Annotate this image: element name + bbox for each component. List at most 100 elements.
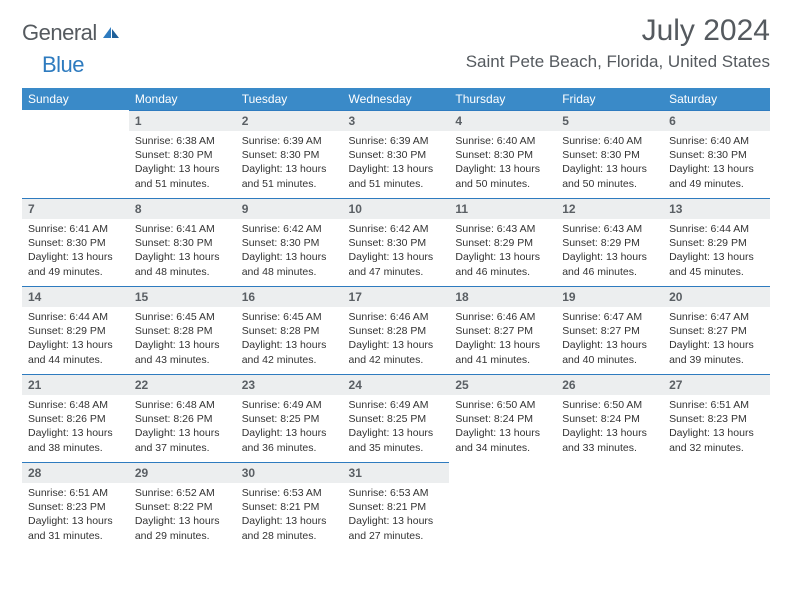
day-details: Sunrise: 6:51 AMSunset: 8:23 PMDaylight:… [22, 483, 129, 549]
day-details: Sunrise: 6:49 AMSunset: 8:25 PMDaylight:… [236, 395, 343, 461]
day-number: 31 [343, 462, 450, 483]
day-number: 14 [22, 286, 129, 307]
day-cell: 31Sunrise: 6:53 AMSunset: 8:21 PMDayligh… [343, 462, 450, 550]
day-cell: 29Sunrise: 6:52 AMSunset: 8:22 PMDayligh… [129, 462, 236, 550]
day-number: 16 [236, 286, 343, 307]
day-details: Sunrise: 6:39 AMSunset: 8:30 PMDaylight:… [343, 131, 450, 197]
calendar-body: 1Sunrise: 6:38 AMSunset: 8:30 PMDaylight… [22, 110, 770, 550]
day-details: Sunrise: 6:43 AMSunset: 8:29 PMDaylight:… [556, 219, 663, 285]
day-details: Sunrise: 6:40 AMSunset: 8:30 PMDaylight:… [556, 131, 663, 197]
day-details: Sunrise: 6:46 AMSunset: 8:28 PMDaylight:… [343, 307, 450, 373]
day-details: Sunrise: 6:48 AMSunset: 8:26 PMDaylight:… [129, 395, 236, 461]
day-number: 6 [663, 110, 770, 131]
empty-cell [663, 462, 770, 550]
logo-word2: Blue [42, 52, 84, 77]
day-details: Sunrise: 6:50 AMSunset: 8:24 PMDaylight:… [449, 395, 556, 461]
weekday-header: Friday [556, 88, 663, 110]
day-details: Sunrise: 6:43 AMSunset: 8:29 PMDaylight:… [449, 219, 556, 285]
empty-cell [556, 462, 663, 550]
day-cell: 18Sunrise: 6:46 AMSunset: 8:27 PMDayligh… [449, 286, 556, 374]
day-cell: 25Sunrise: 6:50 AMSunset: 8:24 PMDayligh… [449, 374, 556, 462]
day-cell: 7Sunrise: 6:41 AMSunset: 8:30 PMDaylight… [22, 198, 129, 286]
day-number: 24 [343, 374, 450, 395]
day-cell: 17Sunrise: 6:46 AMSunset: 8:28 PMDayligh… [343, 286, 450, 374]
weekday-header: Thursday [449, 88, 556, 110]
day-cell: 14Sunrise: 6:44 AMSunset: 8:29 PMDayligh… [22, 286, 129, 374]
day-details: Sunrise: 6:41 AMSunset: 8:30 PMDaylight:… [22, 219, 129, 285]
day-details: Sunrise: 6:50 AMSunset: 8:24 PMDaylight:… [556, 395, 663, 461]
day-number: 27 [663, 374, 770, 395]
day-details: Sunrise: 6:42 AMSunset: 8:30 PMDaylight:… [343, 219, 450, 285]
day-cell: 23Sunrise: 6:49 AMSunset: 8:25 PMDayligh… [236, 374, 343, 462]
day-details: Sunrise: 6:49 AMSunset: 8:25 PMDaylight:… [343, 395, 450, 461]
day-cell: 4Sunrise: 6:40 AMSunset: 8:30 PMDaylight… [449, 110, 556, 198]
day-cell: 10Sunrise: 6:42 AMSunset: 8:30 PMDayligh… [343, 198, 450, 286]
day-cell: 16Sunrise: 6:45 AMSunset: 8:28 PMDayligh… [236, 286, 343, 374]
day-cell: 1Sunrise: 6:38 AMSunset: 8:30 PMDaylight… [129, 110, 236, 198]
day-cell: 19Sunrise: 6:47 AMSunset: 8:27 PMDayligh… [556, 286, 663, 374]
day-cell: 30Sunrise: 6:53 AMSunset: 8:21 PMDayligh… [236, 462, 343, 550]
day-number: 15 [129, 286, 236, 307]
day-cell: 8Sunrise: 6:41 AMSunset: 8:30 PMDaylight… [129, 198, 236, 286]
day-details: Sunrise: 6:40 AMSunset: 8:30 PMDaylight:… [449, 131, 556, 197]
day-number: 29 [129, 462, 236, 483]
day-number: 22 [129, 374, 236, 395]
day-cell: 24Sunrise: 6:49 AMSunset: 8:25 PMDayligh… [343, 374, 450, 462]
empty-cell [449, 462, 556, 550]
day-cell: 28Sunrise: 6:51 AMSunset: 8:23 PMDayligh… [22, 462, 129, 550]
day-details: Sunrise: 6:42 AMSunset: 8:30 PMDaylight:… [236, 219, 343, 285]
weekday-header: Tuesday [236, 88, 343, 110]
day-number: 13 [663, 198, 770, 219]
day-number: 8 [129, 198, 236, 219]
day-cell: 5Sunrise: 6:40 AMSunset: 8:30 PMDaylight… [556, 110, 663, 198]
empty-cell [22, 110, 129, 198]
day-number: 17 [343, 286, 450, 307]
day-details: Sunrise: 6:45 AMSunset: 8:28 PMDaylight:… [236, 307, 343, 373]
day-details: Sunrise: 6:39 AMSunset: 8:30 PMDaylight:… [236, 131, 343, 197]
day-cell: 6Sunrise: 6:40 AMSunset: 8:30 PMDaylight… [663, 110, 770, 198]
day-details: Sunrise: 6:45 AMSunset: 8:28 PMDaylight:… [129, 307, 236, 373]
location-subtitle: Saint Pete Beach, Florida, United States [466, 52, 770, 72]
day-details: Sunrise: 6:40 AMSunset: 8:30 PMDaylight:… [663, 131, 770, 197]
day-details: Sunrise: 6:53 AMSunset: 8:21 PMDaylight:… [343, 483, 450, 549]
day-number: 4 [449, 110, 556, 131]
weekday-header-row: SundayMondayTuesdayWednesdayThursdayFrid… [22, 88, 770, 110]
day-number: 5 [556, 110, 663, 131]
day-cell: 21Sunrise: 6:48 AMSunset: 8:26 PMDayligh… [22, 374, 129, 462]
weekday-header: Monday [129, 88, 236, 110]
day-number: 20 [663, 286, 770, 307]
day-number: 21 [22, 374, 129, 395]
day-details: Sunrise: 6:41 AMSunset: 8:30 PMDaylight:… [129, 219, 236, 285]
day-number: 25 [449, 374, 556, 395]
day-cell: 9Sunrise: 6:42 AMSunset: 8:30 PMDaylight… [236, 198, 343, 286]
day-details: Sunrise: 6:47 AMSunset: 8:27 PMDaylight:… [556, 307, 663, 373]
day-number: 12 [556, 198, 663, 219]
day-details: Sunrise: 6:44 AMSunset: 8:29 PMDaylight:… [22, 307, 129, 373]
day-details: Sunrise: 6:38 AMSunset: 8:30 PMDaylight:… [129, 131, 236, 197]
page-title: July 2024 [466, 14, 770, 48]
day-details: Sunrise: 6:48 AMSunset: 8:26 PMDaylight:… [22, 395, 129, 461]
logo-sail-icon [101, 26, 121, 40]
calendar-table: SundayMondayTuesdayWednesdayThursdayFrid… [22, 88, 770, 550]
logo-word1: General [22, 20, 97, 46]
day-number: 3 [343, 110, 450, 131]
day-number: 9 [236, 198, 343, 219]
day-cell: 27Sunrise: 6:51 AMSunset: 8:23 PMDayligh… [663, 374, 770, 462]
weekday-header: Sunday [22, 88, 129, 110]
weekday-header: Saturday [663, 88, 770, 110]
day-cell: 3Sunrise: 6:39 AMSunset: 8:30 PMDaylight… [343, 110, 450, 198]
day-number: 2 [236, 110, 343, 131]
day-cell: 2Sunrise: 6:39 AMSunset: 8:30 PMDaylight… [236, 110, 343, 198]
weekday-header: Wednesday [343, 88, 450, 110]
day-number: 28 [22, 462, 129, 483]
day-details: Sunrise: 6:51 AMSunset: 8:23 PMDaylight:… [663, 395, 770, 461]
day-number: 7 [22, 198, 129, 219]
day-details: Sunrise: 6:47 AMSunset: 8:27 PMDaylight:… [663, 307, 770, 373]
day-cell: 26Sunrise: 6:50 AMSunset: 8:24 PMDayligh… [556, 374, 663, 462]
day-number: 23 [236, 374, 343, 395]
day-details: Sunrise: 6:44 AMSunset: 8:29 PMDaylight:… [663, 219, 770, 285]
day-number: 11 [449, 198, 556, 219]
day-cell: 15Sunrise: 6:45 AMSunset: 8:28 PMDayligh… [129, 286, 236, 374]
day-number: 1 [129, 110, 236, 131]
day-number: 18 [449, 286, 556, 307]
